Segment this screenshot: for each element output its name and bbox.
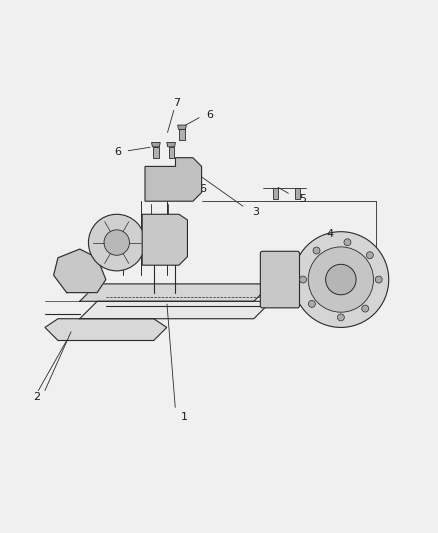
Circle shape <box>344 239 351 246</box>
Text: 5: 5 <box>300 194 307 204</box>
Polygon shape <box>80 301 271 319</box>
Circle shape <box>300 276 307 283</box>
Circle shape <box>325 264 356 295</box>
Polygon shape <box>45 319 167 341</box>
Text: 6: 6 <box>114 147 121 157</box>
Circle shape <box>88 214 145 271</box>
Bar <box>273 188 278 199</box>
Polygon shape <box>53 249 106 293</box>
Bar <box>153 147 159 158</box>
Circle shape <box>313 247 320 254</box>
Circle shape <box>308 301 315 308</box>
Circle shape <box>293 232 389 327</box>
Polygon shape <box>142 214 187 265</box>
Bar <box>295 188 300 199</box>
Polygon shape <box>152 142 160 147</box>
Circle shape <box>337 314 344 321</box>
Text: 3: 3 <box>252 207 259 217</box>
Circle shape <box>104 230 130 255</box>
Text: 7: 7 <box>173 98 180 108</box>
Circle shape <box>362 305 369 312</box>
Text: 6: 6 <box>206 110 213 120</box>
Text: 1: 1 <box>181 411 187 422</box>
Circle shape <box>375 276 382 283</box>
Polygon shape <box>80 284 271 301</box>
Text: 6: 6 <box>199 184 206 194</box>
Text: 2: 2 <box>33 392 40 402</box>
Polygon shape <box>178 125 186 130</box>
FancyBboxPatch shape <box>260 251 300 308</box>
Text: 4: 4 <box>326 229 334 239</box>
Bar <box>180 130 185 140</box>
Circle shape <box>366 252 373 259</box>
Bar <box>169 147 174 158</box>
Polygon shape <box>145 158 201 201</box>
Polygon shape <box>167 142 176 147</box>
Circle shape <box>308 247 374 312</box>
